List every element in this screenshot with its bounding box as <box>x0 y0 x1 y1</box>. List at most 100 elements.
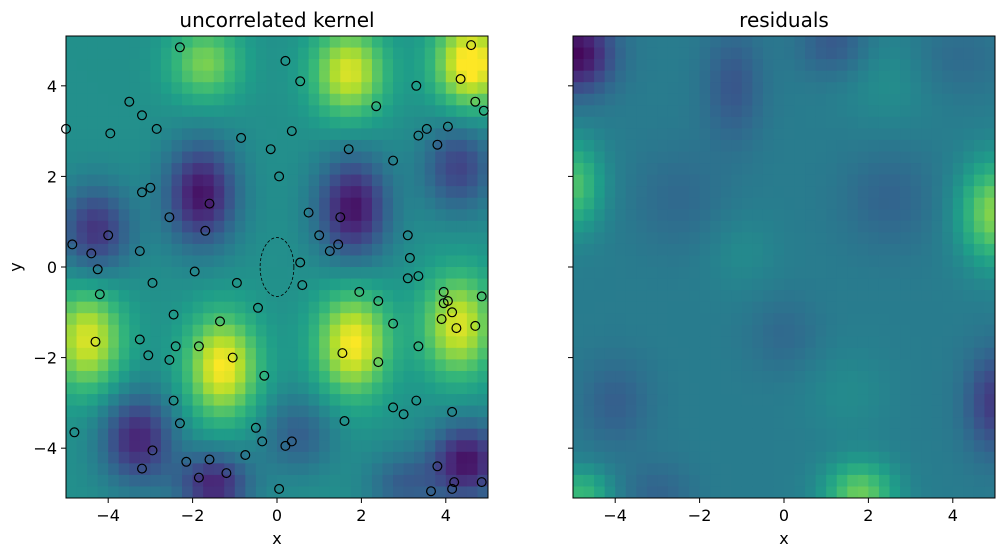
heatmap-cell <box>203 105 215 118</box>
heatmap-cell <box>424 209 436 222</box>
heatmap-cell <box>298 255 310 268</box>
heatmap-cell <box>477 255 488 268</box>
heatmap-cell <box>805 313 817 326</box>
heatmap-cell <box>466 220 479 233</box>
heatmap-cell <box>826 370 838 384</box>
heatmap-cell <box>931 209 943 222</box>
heatmap-cell <box>857 370 869 384</box>
heatmap-cell <box>868 440 880 453</box>
heatmap-cell <box>477 313 488 326</box>
heatmap-cell <box>604 151 616 164</box>
heatmap-cell <box>741 347 753 360</box>
heatmap-cell <box>329 405 341 418</box>
heatmap-cell <box>583 301 595 314</box>
heatmap-cell <box>129 370 141 384</box>
heatmap-cell <box>414 186 426 199</box>
heatmap-cell <box>224 116 236 129</box>
heatmap-cell <box>921 451 933 464</box>
heatmap-cell <box>382 278 394 291</box>
data-point <box>274 483 285 494</box>
heatmap-cell <box>118 186 130 199</box>
x-tick-label: −2 <box>688 506 712 525</box>
heatmap-cell <box>97 301 109 314</box>
heatmap-cell <box>192 243 204 257</box>
heatmap-cell <box>192 139 204 153</box>
heatmap-cell <box>234 405 246 418</box>
heatmap-cell <box>794 313 806 326</box>
heatmap-cell <box>87 209 99 222</box>
heatmap-cell <box>277 128 289 141</box>
heatmap-cell <box>414 105 426 118</box>
heatmap-cell <box>826 93 838 106</box>
heatmap-cell <box>604 267 616 280</box>
heatmap-cell <box>878 463 891 476</box>
heatmap-cell <box>382 163 394 176</box>
heatmap-cell <box>667 313 680 326</box>
heatmap-cell <box>414 474 426 488</box>
heatmap-cell <box>308 486 320 498</box>
heatmap-cell <box>731 128 743 141</box>
heatmap-cell <box>139 220 151 233</box>
heatmap-cell <box>615 209 627 222</box>
heatmap-cell <box>371 394 384 407</box>
heatmap-cell <box>710 151 722 164</box>
heatmap-cell <box>118 59 130 72</box>
heatmap-cell <box>308 370 320 384</box>
heatmap-cell <box>403 324 415 337</box>
heatmap-cell <box>667 394 680 407</box>
heatmap-cell <box>224 370 236 384</box>
heatmap-cell <box>646 336 658 349</box>
heatmap-cell <box>108 405 120 418</box>
heatmap-cell <box>942 486 954 498</box>
data-point <box>373 296 384 307</box>
heatmap-cell <box>308 209 320 222</box>
heatmap-cell <box>689 105 701 118</box>
heatmap-cell <box>277 70 289 83</box>
heatmap-cell <box>878 128 891 141</box>
heatmap-cell <box>371 186 384 199</box>
heatmap-cell <box>794 232 806 245</box>
heatmap-cell <box>329 174 341 187</box>
heatmap-cell <box>646 290 658 303</box>
heatmap-cell <box>171 59 183 72</box>
heatmap-cell <box>952 128 964 141</box>
heatmap-cell <box>393 186 405 199</box>
heatmap-cell <box>594 116 606 129</box>
heatmap <box>573 36 995 498</box>
heatmap-cell <box>625 428 637 441</box>
heatmap-cell <box>66 394 78 407</box>
heatmap-cell <box>741 370 753 384</box>
heatmap-cell <box>594 163 606 176</box>
heatmap-cell <box>203 428 215 441</box>
heatmap-cell <box>773 405 785 418</box>
heatmap-cell <box>182 486 194 498</box>
heatmap-cell <box>952 151 964 164</box>
heatmap-cell <box>657 163 669 176</box>
heatmap-cell <box>636 405 648 418</box>
heatmap-cell <box>741 417 753 430</box>
heatmap-cell <box>625 232 637 245</box>
heatmap-cell <box>657 428 669 441</box>
heatmap-cell <box>741 139 753 153</box>
heatmap-cell <box>182 243 194 257</box>
heatmap-cell <box>150 93 162 106</box>
heatmap-cell <box>245 451 257 464</box>
heatmap-cell <box>594 174 606 187</box>
heatmap-cell <box>108 394 120 407</box>
heatmap-cell <box>741 59 753 72</box>
heatmap-cell <box>773 324 785 337</box>
heatmap-cell <box>118 163 130 176</box>
heatmap-cell <box>731 105 743 118</box>
heatmap-cell <box>826 301 838 314</box>
heatmap-cell <box>878 47 891 60</box>
heatmap-cell <box>87 163 99 176</box>
heatmap-cell <box>857 243 869 257</box>
heatmap-cell <box>192 324 204 337</box>
heatmap-cell <box>66 70 78 83</box>
heatmap-cell <box>615 70 627 83</box>
heatmap-cell <box>910 324 922 337</box>
heatmap-cell <box>308 347 320 360</box>
heatmap-cell <box>720 267 732 280</box>
heatmap-cell <box>340 382 352 395</box>
